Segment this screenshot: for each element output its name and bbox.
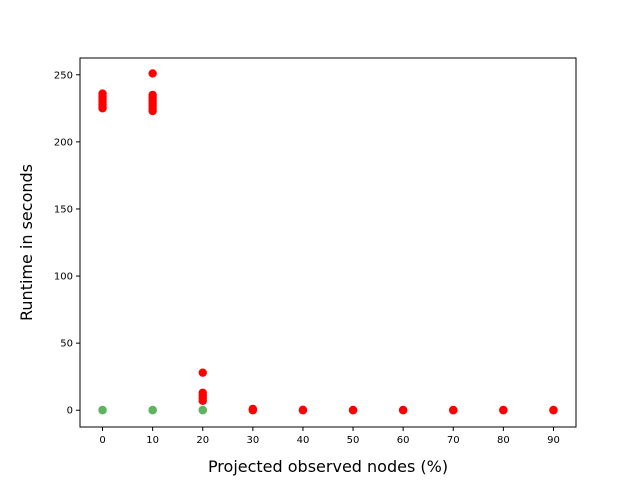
y-tick-label: 150 (54, 204, 73, 215)
points-layer (98, 69, 558, 415)
data-point-s0-7 (148, 69, 157, 78)
y-axis: 0 50 100 150 200 250 (54, 70, 80, 417)
data-point-s0-6 (98, 104, 107, 113)
x-tick-label: 90 (547, 435, 560, 446)
x-tick-label: 60 (397, 435, 410, 446)
x-tick-label: 10 (146, 435, 159, 446)
data-point-s0-15 (198, 368, 207, 377)
x-axis-label: Projected observed nodes (%) (208, 457, 448, 476)
y-tick-label: 200 (54, 137, 73, 148)
y-tick-label: 250 (54, 70, 73, 81)
x-tick-label: 50 (347, 435, 360, 446)
x-axis: 0 10 20 30 40 50 60 70 80 90 (99, 427, 560, 446)
data-point-s1-1 (98, 405, 107, 415)
x-tick-label: 0 (99, 435, 105, 446)
data-point-s0-28 (398, 406, 408, 415)
x-tick-label: 80 (497, 435, 510, 446)
x-tick-label: 20 (196, 435, 209, 446)
x-tick-label: 30 (246, 435, 259, 446)
data-point-s1-5 (198, 405, 207, 415)
data-point-s0-26 (348, 406, 358, 415)
data-point-s0-14 (148, 106, 157, 116)
y-tick-label: 100 (54, 272, 73, 283)
y-tick-label: 0 (67, 406, 73, 417)
data-point-s0-24 (298, 406, 308, 415)
data-point-s0-19 (198, 396, 207, 406)
data-point-s0-30 (449, 406, 458, 415)
x-tick-label: 40 (297, 435, 310, 446)
y-tick-label: 50 (60, 339, 73, 350)
data-point-s0-34 (549, 406, 558, 415)
data-point-s0-22 (248, 406, 258, 415)
plot-frame (79, 57, 577, 428)
x-tick-label: 70 (447, 435, 460, 446)
y-axis-label: Runtime in seconds (17, 164, 36, 321)
data-point-s1-3 (148, 405, 157, 415)
data-point-s0-32 (499, 406, 508, 415)
